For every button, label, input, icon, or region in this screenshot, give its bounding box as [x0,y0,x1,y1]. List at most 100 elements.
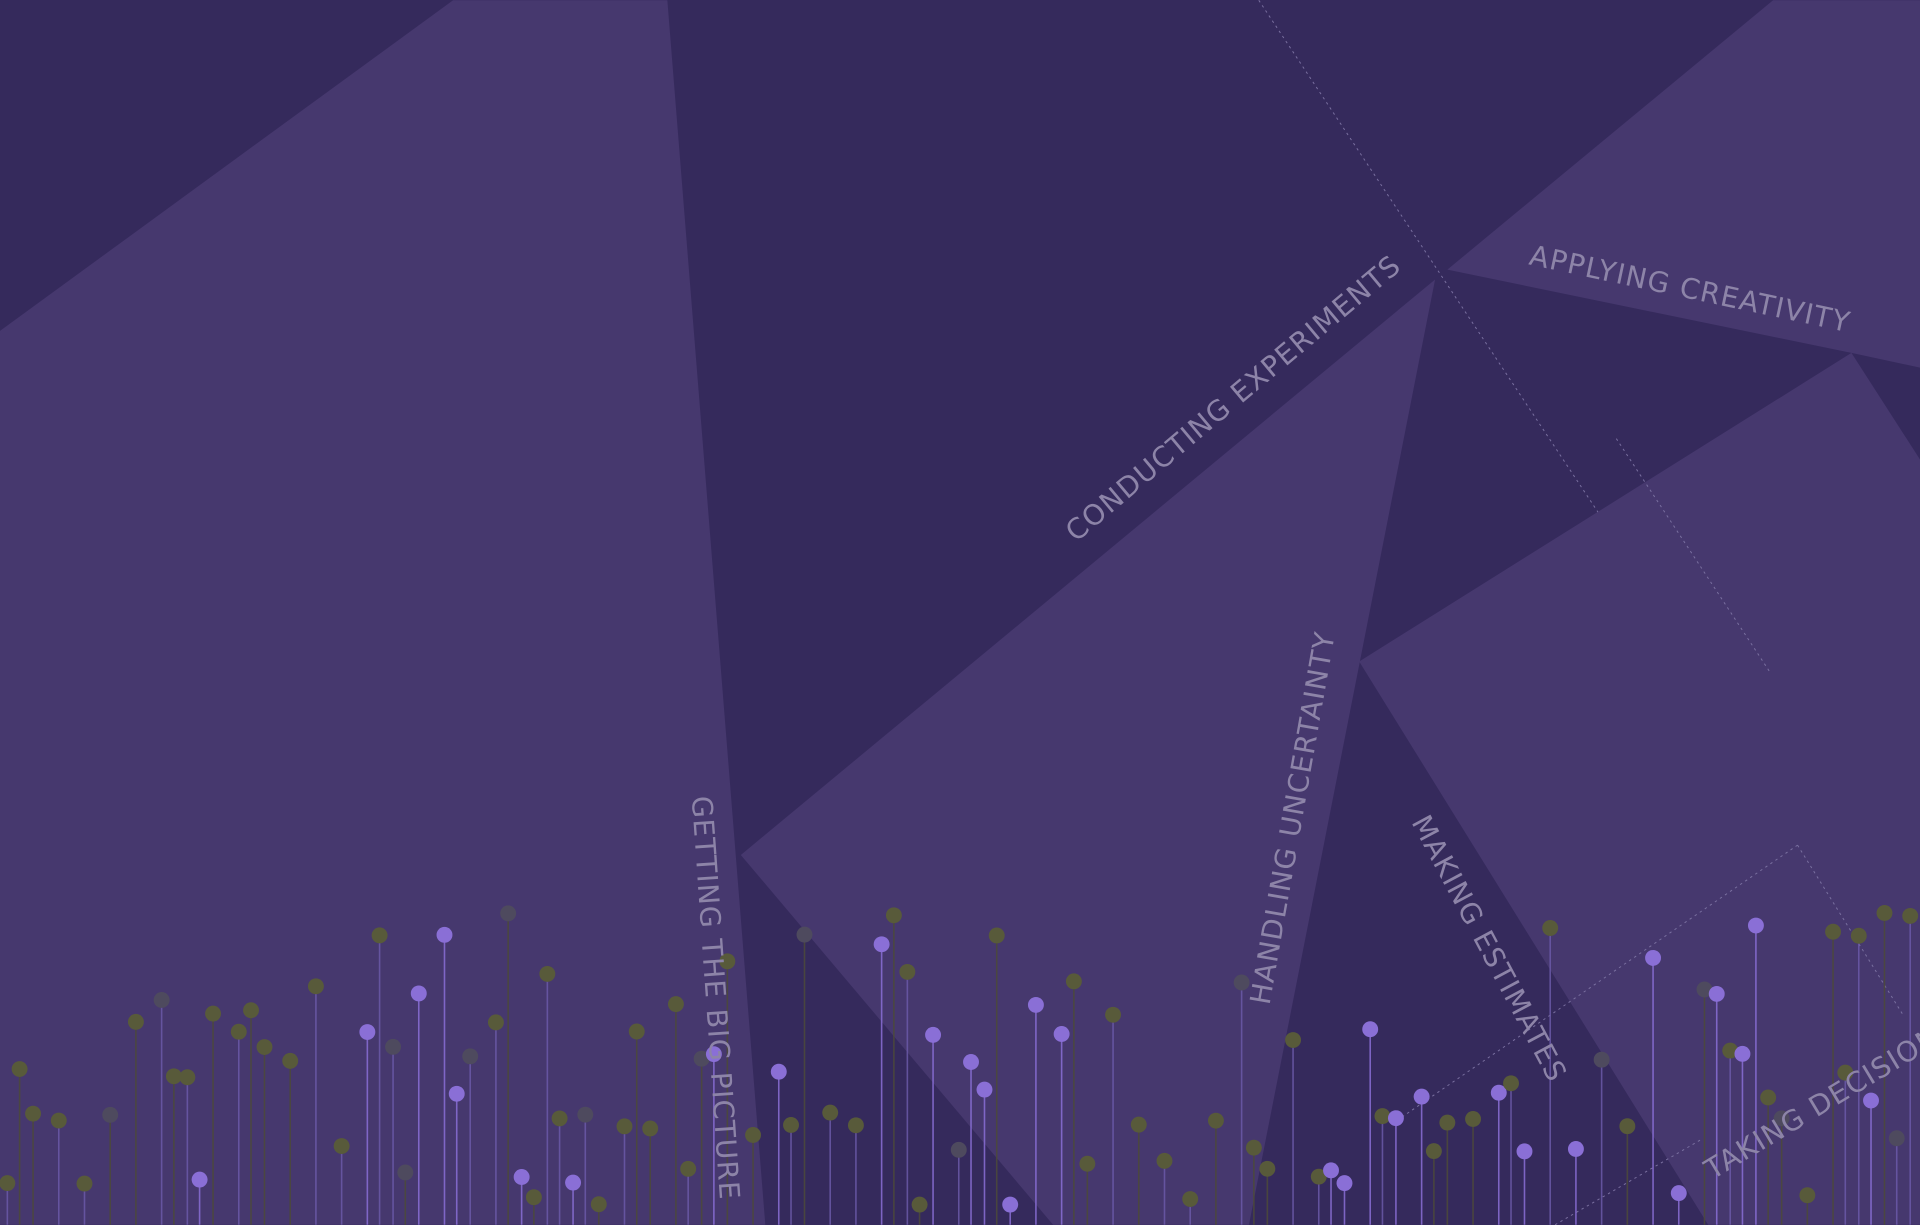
dot [1465,1110,1482,1127]
dot [628,1023,645,1040]
dot [1065,973,1082,990]
dot [25,1105,42,1122]
dot [1490,1084,1507,1101]
dot [770,1063,787,1080]
guide-lines [1258,0,1905,1225]
dot [371,927,388,944]
dot [76,1175,93,1192]
dot [1503,1075,1519,1092]
dot [1425,1143,1442,1160]
dot [885,907,902,924]
dot [0,1175,16,1192]
dot [1567,1141,1584,1157]
dot [1837,1064,1854,1081]
dot [873,936,890,953]
dot [590,1196,607,1213]
dot [539,965,556,982]
dot [256,1039,273,1056]
dot [307,978,324,995]
dot [1439,1114,1456,1131]
dot [925,1026,942,1043]
dot [127,1013,144,1030]
dot [448,1085,465,1102]
dot [822,1104,839,1121]
dot [1323,1162,1339,1179]
dot [1079,1155,1096,1172]
dot [847,1117,864,1134]
dot [165,1068,182,1085]
dot [397,1164,414,1181]
dot [513,1169,530,1185]
dot [1516,1143,1533,1160]
panel [1359,352,1920,1225]
dot [1130,1116,1147,1133]
dot [796,926,813,943]
panel [0,0,766,1225]
dot [911,1196,928,1213]
dot [1245,1139,1262,1156]
dot [1696,981,1713,998]
dot [1002,1196,1019,1213]
dot [783,1116,799,1133]
dot [565,1174,582,1191]
dot [1374,1108,1391,1125]
dot [205,1005,222,1022]
dot [230,1023,247,1040]
dot [1053,1026,1070,1042]
dot [1773,1110,1790,1127]
dot [1387,1110,1404,1127]
dot [1902,907,1919,924]
dot [1888,1130,1905,1147]
dot [1105,1006,1122,1023]
dot [436,926,453,943]
dot [11,1061,28,1078]
dot [333,1138,350,1155]
dot [1747,917,1764,934]
dot [976,1081,993,1098]
dot [525,1189,542,1206]
dot [1799,1187,1816,1204]
dot [487,1014,504,1031]
dot [1825,923,1842,940]
dot [153,992,170,1008]
dot [1645,949,1662,966]
dot [680,1160,697,1177]
dot [500,905,517,922]
dot [102,1106,119,1123]
dot [667,996,684,1013]
dot [191,1171,208,1188]
dot [616,1118,633,1135]
dot [988,927,1005,944]
dot [745,1127,762,1143]
dot [705,1046,722,1063]
dot [1336,1175,1353,1192]
lollipops [0,905,1919,1225]
dot [1619,1118,1636,1135]
dot [282,1052,299,1069]
dot [1362,1021,1379,1038]
dot [1876,905,1893,921]
dot [1027,996,1044,1013]
dot [1233,974,1250,991]
dot [1542,920,1559,936]
dot [1182,1191,1199,1208]
dot [1734,1045,1751,1062]
dot [577,1106,594,1123]
dot [950,1141,967,1158]
dot [1722,1042,1739,1059]
dot [1850,927,1867,944]
dot [642,1120,659,1137]
dot [243,1002,259,1019]
dot [179,1069,196,1086]
dot [1760,1089,1777,1106]
dot [1285,1032,1302,1049]
dot [1207,1112,1224,1129]
dot [719,953,736,970]
dot [410,985,427,1002]
dot [50,1112,67,1129]
dot [1708,985,1725,1002]
dot [462,1048,479,1065]
panel [1447,0,1920,368]
dot [1259,1160,1276,1177]
